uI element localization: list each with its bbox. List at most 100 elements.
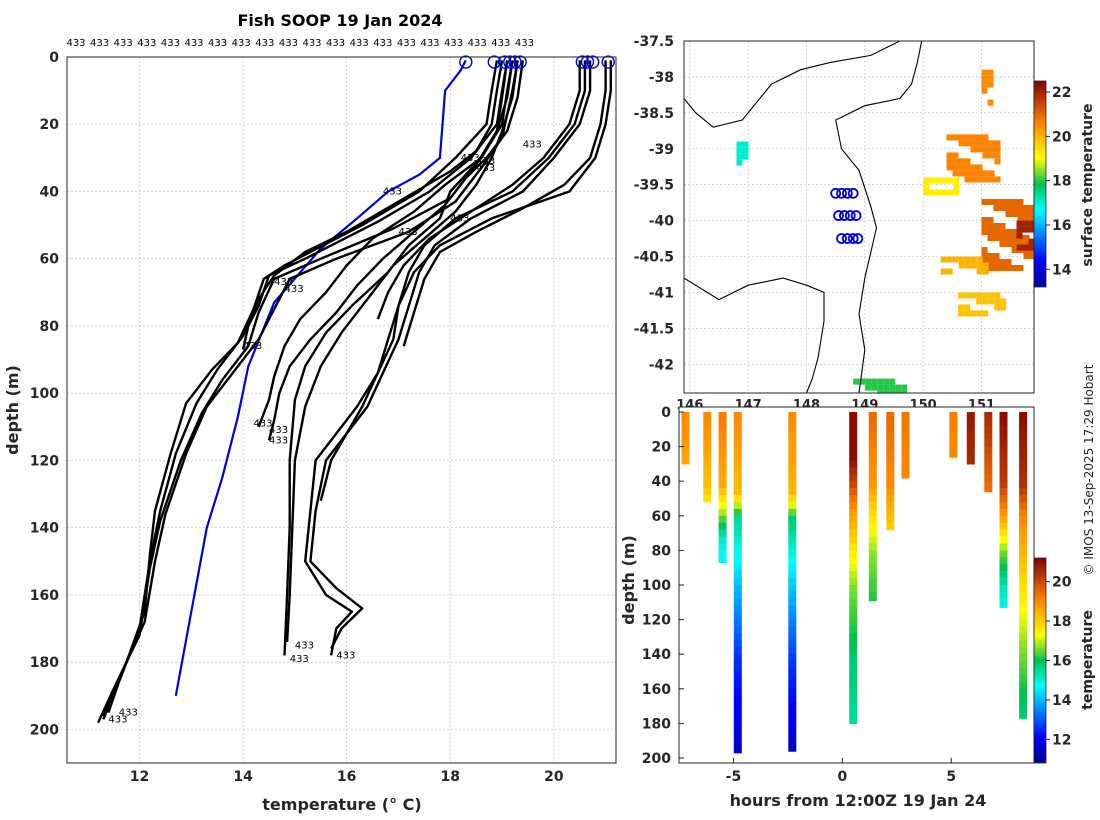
sst-pixel bbox=[981, 75, 988, 82]
sst-pixel bbox=[999, 259, 1006, 265]
top-profile-label: 433 bbox=[90, 38, 109, 49]
cast-5-segment bbox=[849, 654, 858, 662]
sst-colorbar-tick-label: 20 bbox=[1052, 129, 1072, 145]
cast-3-segment bbox=[733, 412, 742, 420]
cast-5-segment bbox=[849, 467, 858, 475]
sst-pixel bbox=[999, 235, 1006, 241]
cast-6-segment bbox=[868, 585, 877, 593]
profiles-y-label: depth (m) bbox=[3, 365, 22, 455]
cast-6-segment bbox=[868, 515, 877, 524]
sst-pixel bbox=[865, 384, 872, 391]
sst-pixel bbox=[982, 134, 989, 141]
sst-pixel bbox=[981, 223, 988, 229]
sst-pixel bbox=[1017, 217, 1024, 223]
top-profile-label: 433 bbox=[491, 38, 510, 49]
cast-2-segment bbox=[718, 488, 727, 496]
top-profile-label: 433 bbox=[444, 38, 463, 49]
cast-4-segment bbox=[788, 585, 797, 593]
map-station-marker bbox=[839, 210, 850, 221]
cast-6-segment bbox=[868, 418, 877, 427]
cast-7-segment bbox=[886, 418, 895, 427]
cast-6-segment bbox=[868, 543, 877, 551]
cast-13-segment bbox=[1019, 591, 1028, 600]
coast-victoria bbox=[684, 41, 901, 128]
cast-13-segment bbox=[1019, 578, 1028, 586]
surface-marker bbox=[585, 55, 600, 69]
profiles-x-tick: 16 bbox=[337, 769, 356, 785]
profile-end-label: 433 bbox=[523, 139, 542, 150]
cast-5-segment bbox=[849, 543, 858, 551]
cast-6-segment bbox=[868, 522, 877, 531]
cast-6-segment bbox=[868, 425, 877, 434]
cast-2-segment bbox=[718, 474, 727, 482]
sst-pixel bbox=[736, 141, 743, 148]
cast-13-segment bbox=[1019, 432, 1028, 441]
sst-pixel bbox=[982, 140, 989, 147]
cast-1-segment bbox=[703, 481, 712, 489]
cast-5-segment bbox=[849, 675, 858, 683]
cast-7-segment bbox=[886, 467, 895, 475]
cast-3-segment bbox=[733, 543, 742, 551]
cast-5-segment bbox=[849, 439, 858, 448]
cast-3-segment bbox=[733, 647, 742, 655]
cast-4-segment bbox=[788, 633, 797, 641]
cast-4-segment bbox=[788, 654, 797, 662]
cast-13-segment bbox=[1019, 418, 1028, 427]
cast-12-segment bbox=[999, 578, 1008, 586]
mean-profile-line bbox=[174, 59, 467, 696]
timeseries-y-tick: 160 bbox=[642, 682, 671, 698]
sst-pixel bbox=[1023, 253, 1030, 259]
cast-12-segment bbox=[999, 432, 1008, 441]
cast-9-segment bbox=[949, 425, 958, 434]
sst-pixel bbox=[952, 134, 959, 141]
map-y-tick: -37.5 bbox=[634, 34, 674, 50]
cast-6-segment bbox=[868, 432, 877, 441]
cast-1-segment bbox=[703, 412, 712, 420]
cast-0-segment bbox=[681, 412, 690, 420]
cast-0-segment bbox=[681, 446, 690, 455]
cast-8-segment bbox=[901, 460, 910, 468]
sst-pixel bbox=[993, 235, 1000, 241]
sst-pixel bbox=[871, 378, 878, 385]
sst-pixel bbox=[1023, 217, 1030, 223]
cast-5-segment bbox=[849, 709, 858, 718]
sst-pixel bbox=[976, 170, 983, 177]
top-profile-label: 433 bbox=[279, 38, 298, 49]
cast-7-segment bbox=[886, 481, 895, 489]
cast-3-segment bbox=[733, 550, 742, 558]
cast-5-segment bbox=[849, 474, 858, 482]
sst-pixel bbox=[988, 152, 995, 159]
sst-pixel bbox=[958, 170, 965, 177]
cast-7-segment bbox=[886, 425, 895, 434]
cast-6-segment bbox=[868, 488, 877, 496]
profiles-y-tick: 160 bbox=[30, 588, 59, 604]
sst-pixel bbox=[987, 223, 994, 229]
sst-pixel bbox=[941, 189, 948, 196]
cast-5-segment bbox=[849, 598, 858, 607]
sst-pixel bbox=[1000, 304, 1007, 311]
profile-end-label: 433 bbox=[476, 156, 495, 167]
cast-2-segment bbox=[718, 412, 727, 420]
profiles-y-tick: 200 bbox=[30, 722, 59, 738]
sst-pixel bbox=[987, 99, 994, 106]
profile-line-p6 bbox=[257, 60, 514, 428]
cast-3-segment bbox=[733, 716, 742, 724]
cast-4-segment bbox=[788, 550, 797, 558]
sst-pixel bbox=[976, 140, 983, 147]
sst-pixel bbox=[981, 247, 988, 253]
sst-pixel bbox=[993, 205, 1000, 211]
cast-7-segment bbox=[886, 432, 895, 441]
cast-3-segment bbox=[733, 446, 742, 455]
sst-pixel bbox=[981, 259, 988, 265]
cast-2-segment bbox=[718, 543, 727, 551]
cast-13-segment bbox=[1019, 425, 1028, 434]
sst-pixel bbox=[1017, 241, 1024, 247]
cast-6-segment bbox=[868, 529, 877, 538]
map-y-tick: -41 bbox=[649, 285, 674, 301]
profile-line-p3 bbox=[97, 60, 514, 724]
sst-pixel bbox=[999, 205, 1006, 211]
top-profile-label: 433 bbox=[208, 38, 227, 49]
cast-4-segment bbox=[788, 564, 797, 572]
cast-12-segment bbox=[999, 557, 1008, 565]
cast-3-segment bbox=[733, 730, 742, 738]
